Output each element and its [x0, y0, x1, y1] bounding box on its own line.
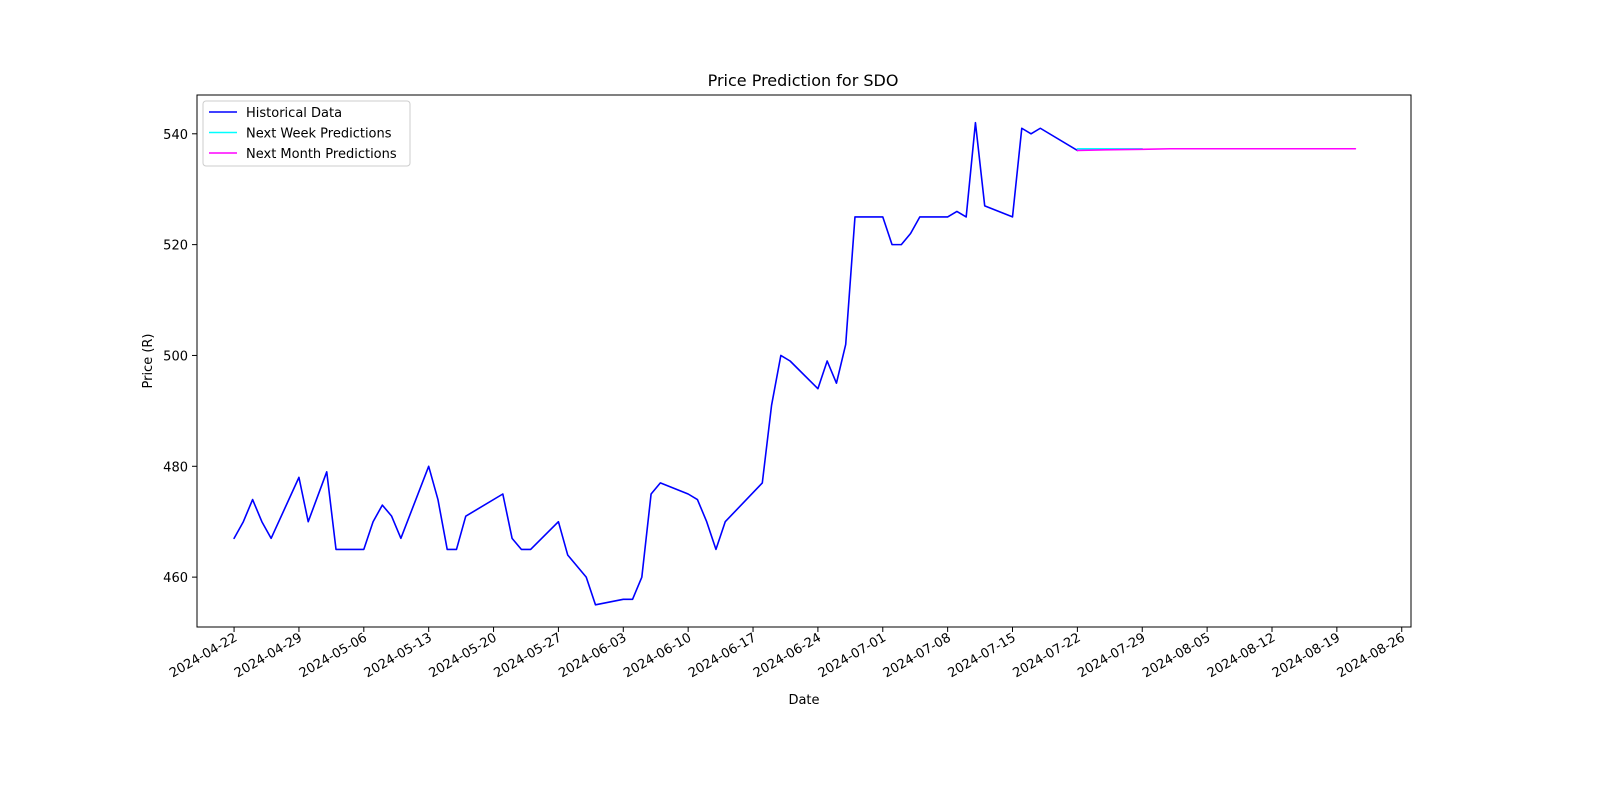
series-line-historical-data [233, 121, 1079, 606]
legend-label: Historical Data [246, 106, 342, 121]
y-axis: 460 480 500 520 540 [163, 128, 197, 586]
y-axis-title: Price (R) [141, 333, 156, 388]
y-tick-label: 500 [163, 349, 188, 364]
legend: Historical Data Next Week Predictions Next… [202, 100, 411, 167]
y-tick-label: 460 [163, 571, 188, 586]
series-layer [233, 121, 1357, 606]
y-tick-label: 520 [163, 239, 188, 254]
x-axis-title: Date [788, 693, 819, 708]
legend-box [202, 100, 411, 167]
plot-frame [196, 94, 1412, 628]
plot-area [196, 94, 1412, 628]
series-line-next-month-predictions [1076, 147, 1357, 152]
chart-title: Price Prediction for SDO [708, 71, 899, 90]
legend-label: Next Week Predictions [246, 127, 392, 142]
y-tick-label: 480 [163, 460, 188, 475]
legend-label: Next Month Predictions [246, 147, 397, 162]
y-tick-label: 540 [163, 128, 188, 143]
legend-items: Historical Data Next Week Predictions Next… [209, 106, 397, 162]
